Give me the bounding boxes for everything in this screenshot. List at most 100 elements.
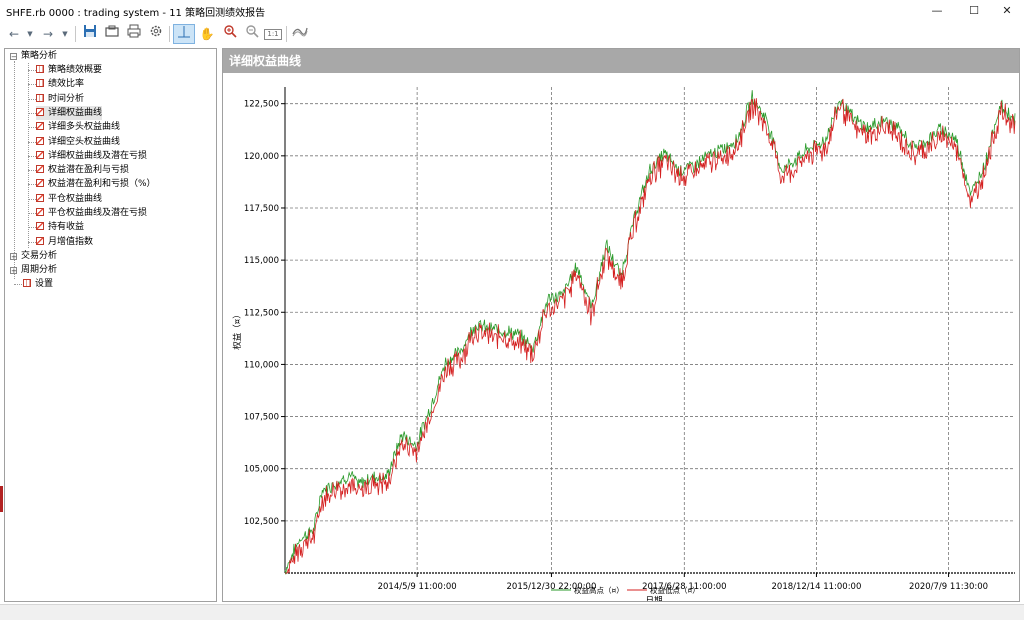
tree-item-label: 平仓权益曲线及潜在亏损	[48, 208, 148, 218]
legend-label-high: 权益高点（¤）	[574, 585, 624, 595]
status-bar	[0, 604, 1024, 620]
tree-item-label: 设置	[35, 279, 54, 289]
tree-guide	[28, 84, 36, 86]
x-tick-label: 2015/12/30 22:00:00	[507, 582, 597, 592]
chart-icon	[36, 136, 44, 145]
close-button[interactable]: ✕	[1002, 4, 1012, 17]
tree-item-label: 平仓权益曲线	[48, 193, 103, 204]
tree-item[interactable]: 权益潜在盈利和亏损（%）	[36, 177, 156, 191]
chart-panel: 详细权益曲线 102,500 105,000 107,500 110,000 112,5…	[222, 48, 1020, 602]
y-tick-label: 107,500	[244, 413, 279, 423]
grid-icon	[23, 279, 31, 287]
tree-item[interactable]: 权益潜在盈利与亏损	[36, 163, 129, 177]
maximize-button[interactable]: ☐	[969, 4, 979, 17]
edge-marker	[0, 486, 3, 512]
y-tick-label: 120,000	[244, 152, 279, 162]
toolbar-separator	[169, 26, 170, 42]
forward-arrow-icon[interactable]: →	[42, 27, 54, 41]
chart-icon	[36, 122, 44, 131]
toolbar: ← ▼ → ▼ ✋ 1:1	[0, 22, 1024, 46]
tree-item[interactable]: 绩效比率	[36, 77, 84, 91]
expand-icon[interactable]: +	[10, 253, 17, 261]
print-icon[interactable]	[125, 24, 143, 44]
tree-item-period-analysis[interactable]: 周期分析	[21, 265, 58, 275]
tree-item[interactable]: 策略绩效概要	[36, 63, 102, 77]
crosshair-icon[interactable]	[173, 24, 195, 44]
tree-item[interactable]: 月增值指数	[36, 235, 93, 249]
back-dropdown-icon[interactable]: ▼	[27, 30, 33, 38]
grid-icon	[36, 65, 44, 73]
series-line-high	[284, 90, 1016, 575]
tree-guide	[28, 213, 36, 214]
legend-label-low: 权益低点（¤）	[650, 585, 700, 595]
tree-guide	[14, 284, 24, 285]
zoom-in-icon[interactable]	[221, 24, 239, 44]
y-tick-label: 122,500	[244, 100, 279, 110]
chart-icon	[36, 222, 44, 231]
fit-icon[interactable]: 1:1	[264, 24, 282, 44]
tree-item[interactable]: 详细权益曲线	[36, 105, 103, 120]
minimize-button[interactable]: —	[931, 4, 943, 17]
hand-icon[interactable]: ✋	[199, 27, 215, 41]
panel-title: 详细权益曲线	[223, 49, 1019, 73]
tree-item[interactable]: 持有收益	[36, 220, 84, 234]
y-tick-label: 102,500	[244, 517, 279, 527]
title-bar: SHFE.rb 0000 : trading system - 11 策略回测绩…	[0, 0, 1024, 21]
tree-item[interactable]: 平仓权益曲线	[36, 192, 102, 206]
expand-icon[interactable]: +	[10, 267, 17, 275]
tree-guide	[28, 127, 36, 129]
tree-guide	[28, 155, 36, 157]
tree-item-label: 策略绩效概要	[48, 65, 103, 75]
tree-item-trade-analysis[interactable]: 交易分析	[21, 251, 58, 261]
x-tick-label: 2014/5/9 11:00:00	[378, 582, 457, 592]
equity-chart[interactable]: 102,500 105,000 107,500 110,000 112,500 115,0…	[223, 73, 1019, 601]
grid-icon	[36, 93, 44, 102]
zoom-out-icon[interactable]	[243, 24, 261, 44]
tree-item-label: 详细权益曲线及潜在亏损	[48, 150, 148, 161]
tree-guide	[28, 70, 36, 71]
tree-item-settings[interactable]: 设置	[23, 277, 53, 291]
tree-item[interactable]: 平仓权益曲线及潜在亏损	[36, 206, 147, 220]
tree-item-label: 权益潜在盈利与亏损	[48, 165, 130, 176]
chart-icon	[36, 107, 44, 116]
tree-guide	[28, 170, 36, 172]
chart-icon	[36, 179, 44, 188]
copy-icon[interactable]	[103, 24, 121, 44]
y-axis-label: 权益（¤）	[232, 310, 243, 349]
tree-guide	[28, 112, 36, 114]
tree-item-label: 月增值指数	[48, 236, 94, 247]
tree-item[interactable]: 详细空头权益曲线	[36, 135, 120, 149]
wave-icon[interactable]	[290, 24, 310, 44]
tree-item-label: 持有收益	[48, 222, 85, 233]
grid-icon	[36, 79, 44, 88]
tree-item-label: 详细多头权益曲线	[48, 122, 121, 133]
tree-item-label: 时间分析	[48, 93, 85, 104]
x-tick-label: 2018/12/14 11:00:00	[772, 582, 862, 592]
window-title: SHFE.rb 0000 : trading system - 11 策略回测绩…	[6, 8, 266, 19]
tree-guide	[28, 141, 36, 143]
collapse-icon[interactable]: −	[10, 53, 17, 61]
toolbar-separator	[286, 26, 287, 42]
tree-item-label: 详细权益曲线	[48, 107, 103, 118]
chart-icon	[36, 236, 44, 245]
tree-item[interactable]: 详细权益曲线及潜在亏损	[36, 149, 147, 163]
tree-guide	[14, 61, 15, 279]
y-tick-label: 117,500	[244, 204, 279, 214]
y-tick-label: 115,000	[244, 256, 279, 266]
tree-item[interactable]: 详细多头权益曲线	[36, 120, 120, 134]
series-line-low	[285, 98, 1016, 574]
tree-item-label: 详细空头权益曲线	[48, 136, 121, 147]
y-tick-label: 112,500	[244, 308, 279, 318]
settings-icon[interactable]	[147, 24, 165, 44]
tree-item-label: 权益潜在盈利和亏损（%）	[48, 179, 156, 190]
forward-dropdown-icon[interactable]: ▼	[62, 30, 68, 38]
back-arrow-icon[interactable]: ←	[8, 27, 20, 41]
save-icon[interactable]	[81, 24, 99, 44]
x-tick-label: 2020/7/9 11:30:00	[909, 582, 988, 592]
tree-item-label: 绩效比率	[48, 79, 85, 90]
tree-item[interactable]: 时间分析	[36, 92, 84, 106]
tree-root-strategy-analysis[interactable]: 策略分析	[21, 51, 58, 61]
chart-icon	[36, 193, 44, 202]
toolbar-separator	[75, 26, 76, 42]
x-tick-label: 2017/6/28 11:00:00	[642, 582, 726, 592]
